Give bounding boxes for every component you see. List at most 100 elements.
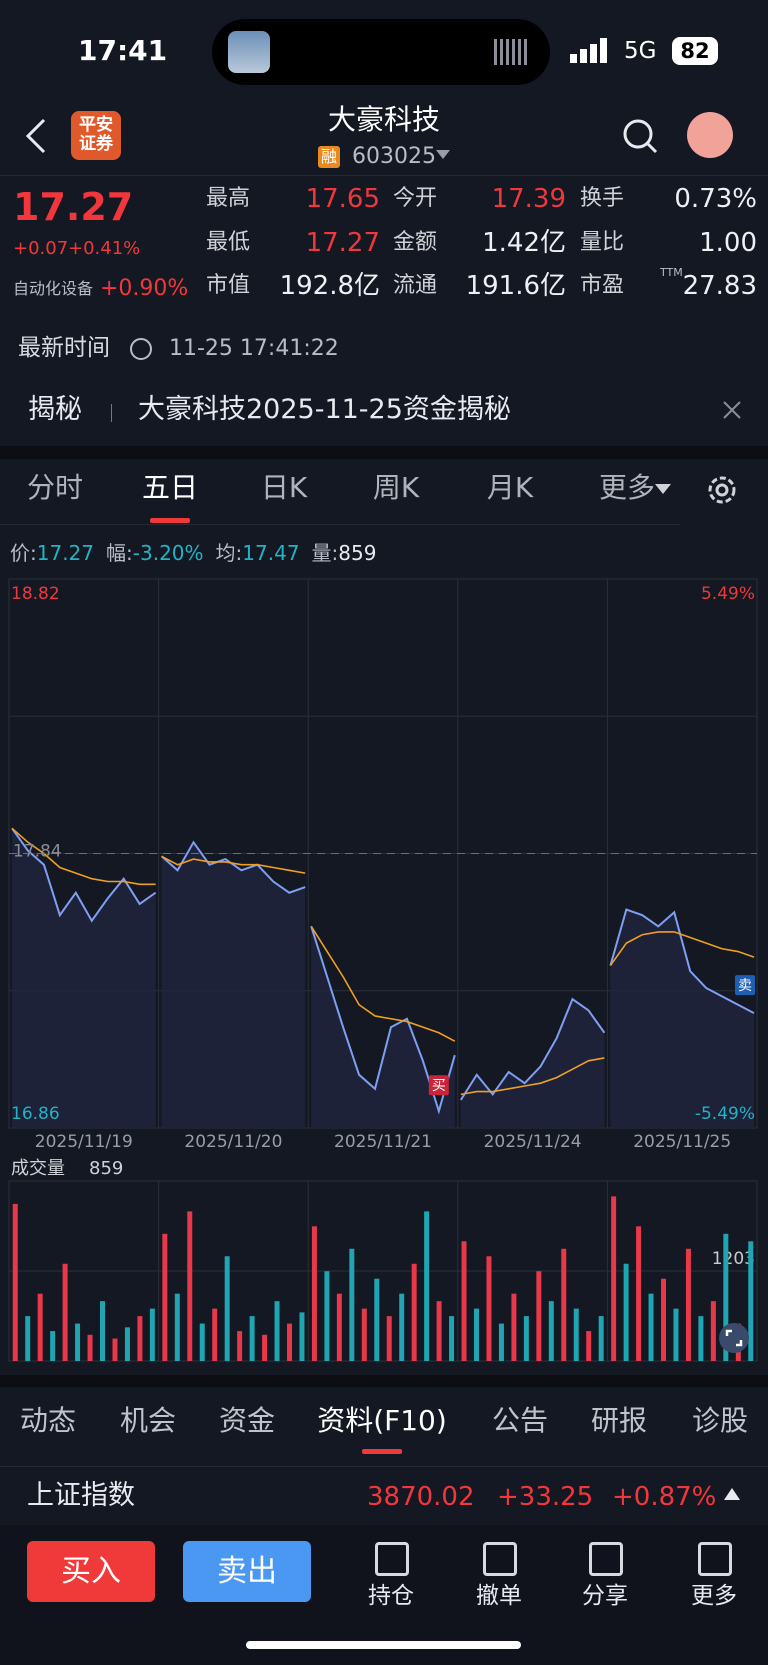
volume-value: 859 xyxy=(89,1158,123,1179)
info-tab[interactable]: 研报 xyxy=(590,1404,647,1437)
chart-tab[interactable]: 五日 xyxy=(141,471,198,504)
info-item: 幅:-3.20% xyxy=(106,543,204,563)
search-icon[interactable] xyxy=(622,118,658,154)
tool-label[interactable]: 更多 xyxy=(691,1583,737,1609)
volume-bar xyxy=(685,1248,691,1361)
index-change: +33.25 xyxy=(497,1482,594,1512)
volume-bar xyxy=(199,1323,205,1361)
fullscreen-icon[interactable] xyxy=(718,1322,750,1354)
volume-bar xyxy=(561,1248,567,1361)
volume-bar xyxy=(249,1316,255,1361)
volume-tick-label: 1203 xyxy=(712,1249,755,1269)
volume-bar xyxy=(511,1293,517,1361)
volume-bar xyxy=(436,1301,442,1361)
info-label: 量: xyxy=(311,541,339,565)
time-value: 11-25 17:41:22 xyxy=(169,336,339,361)
waveform xyxy=(494,39,530,65)
date-label: 2025/11/20 xyxy=(184,1132,282,1152)
volume-bar xyxy=(212,1308,218,1361)
stat-label: 最低 xyxy=(206,230,251,255)
volume-bar xyxy=(474,1308,479,1361)
volume-bar xyxy=(112,1338,118,1361)
volume-bar xyxy=(274,1301,280,1361)
info-value: 17.27 xyxy=(36,541,95,565)
price-line xyxy=(459,997,606,1101)
tool-label[interactable]: 分享 xyxy=(582,1583,628,1609)
volume-bar xyxy=(673,1308,679,1361)
date-label: 2025/11/24 xyxy=(484,1132,582,1152)
stat-label: 量比 xyxy=(580,230,625,255)
volume-bar xyxy=(311,1226,317,1361)
price-line xyxy=(609,908,755,1015)
volume-bar xyxy=(424,1211,430,1361)
volume-bar xyxy=(224,1256,230,1361)
info-label: 均: xyxy=(215,541,243,565)
volume-bar xyxy=(710,1301,716,1361)
chart-tab[interactable]: 分时 xyxy=(26,471,83,504)
y-max-label: 18.82 xyxy=(11,584,60,604)
volume-bar xyxy=(611,1196,617,1361)
volume-bar xyxy=(124,1327,130,1361)
volume-bar xyxy=(449,1316,455,1361)
info-tab[interactable]: 资料(F10) xyxy=(317,1404,447,1437)
pct-max-label: 5.49% xyxy=(701,584,755,604)
reveal-text[interactable]: 大豪科技2025-11-25资金揭秘 xyxy=(138,394,511,425)
price-area xyxy=(161,842,306,1128)
date-label: 2025/11/25 xyxy=(633,1132,731,1152)
index-value: 3870.02 xyxy=(367,1482,475,1512)
reveal-tag: 揭秘 xyxy=(28,394,82,425)
volume-bar xyxy=(237,1331,243,1361)
index-expand[interactable] xyxy=(724,1488,740,1500)
broker-logo-line: 证券 xyxy=(79,134,113,154)
tool-label[interactable]: 撤单 xyxy=(476,1583,522,1609)
tab-underline xyxy=(150,518,190,523)
tool-label[interactable]: 持仓 xyxy=(368,1583,414,1609)
volume-bar xyxy=(748,1241,754,1361)
volume-bar xyxy=(648,1293,654,1361)
code-dropdown[interactable] xyxy=(436,150,450,160)
stat-label: 流通 xyxy=(393,273,438,298)
chart-tab[interactable]: 更多 xyxy=(598,471,655,504)
volume-bar xyxy=(187,1211,193,1361)
stat-value: 1.00 xyxy=(699,228,757,258)
info-tab[interactable]: 公告 xyxy=(491,1404,548,1437)
volume-bar xyxy=(87,1334,93,1361)
cursor-info: 价:17.27 幅:-3.20% 均:17.47 量:859 xyxy=(10,543,376,563)
stat-value: 17.27 xyxy=(305,228,380,258)
info-label: 价: xyxy=(10,541,37,565)
volume-bar xyxy=(548,1301,554,1361)
chart-tab[interactable]: 周K xyxy=(372,471,420,504)
volume-bar xyxy=(324,1271,330,1361)
volume-bar xyxy=(361,1308,367,1361)
info-tab[interactable]: 机会 xyxy=(119,1404,176,1437)
close-icon[interactable] xyxy=(722,400,742,420)
info-item: 均:17.47 xyxy=(216,543,300,563)
buy-button[interactable]: 买入 xyxy=(27,1541,155,1602)
settings-icon[interactable] xyxy=(706,474,738,506)
avatar[interactable] xyxy=(687,112,733,158)
info-tab[interactable]: 资金 xyxy=(218,1404,275,1437)
volume-bar xyxy=(723,1233,729,1361)
volume-bar xyxy=(523,1316,529,1361)
date-label: 2025/11/19 xyxy=(35,1132,133,1152)
stat-value: 1.42亿 xyxy=(482,228,566,258)
battery: 82 xyxy=(672,37,718,65)
tool-icon[interactable] xyxy=(483,1542,517,1576)
volume-bar xyxy=(623,1263,629,1361)
tool-icon[interactable] xyxy=(375,1542,409,1576)
tool-icon[interactable] xyxy=(698,1542,732,1576)
volume-bar xyxy=(573,1308,579,1361)
tool-icon[interactable] xyxy=(589,1542,623,1576)
info-tab[interactable]: 诊股 xyxy=(691,1404,748,1437)
chart-tab[interactable]: 日K xyxy=(260,471,308,504)
info-icon[interactable] xyxy=(130,338,152,360)
sell-button[interactable]: 卖出 xyxy=(183,1541,311,1602)
chart-tab[interactable]: 月K xyxy=(486,471,534,504)
price-change: +0.07 xyxy=(13,238,69,259)
stat-label: 市值 xyxy=(206,273,251,298)
volume-bar xyxy=(12,1203,18,1361)
info-tab[interactable]: 动态 xyxy=(19,1404,76,1437)
stat-value: 27.83 xyxy=(682,271,757,301)
back-button[interactable] xyxy=(24,118,48,154)
date-label: 2025/11/21 xyxy=(334,1132,432,1152)
